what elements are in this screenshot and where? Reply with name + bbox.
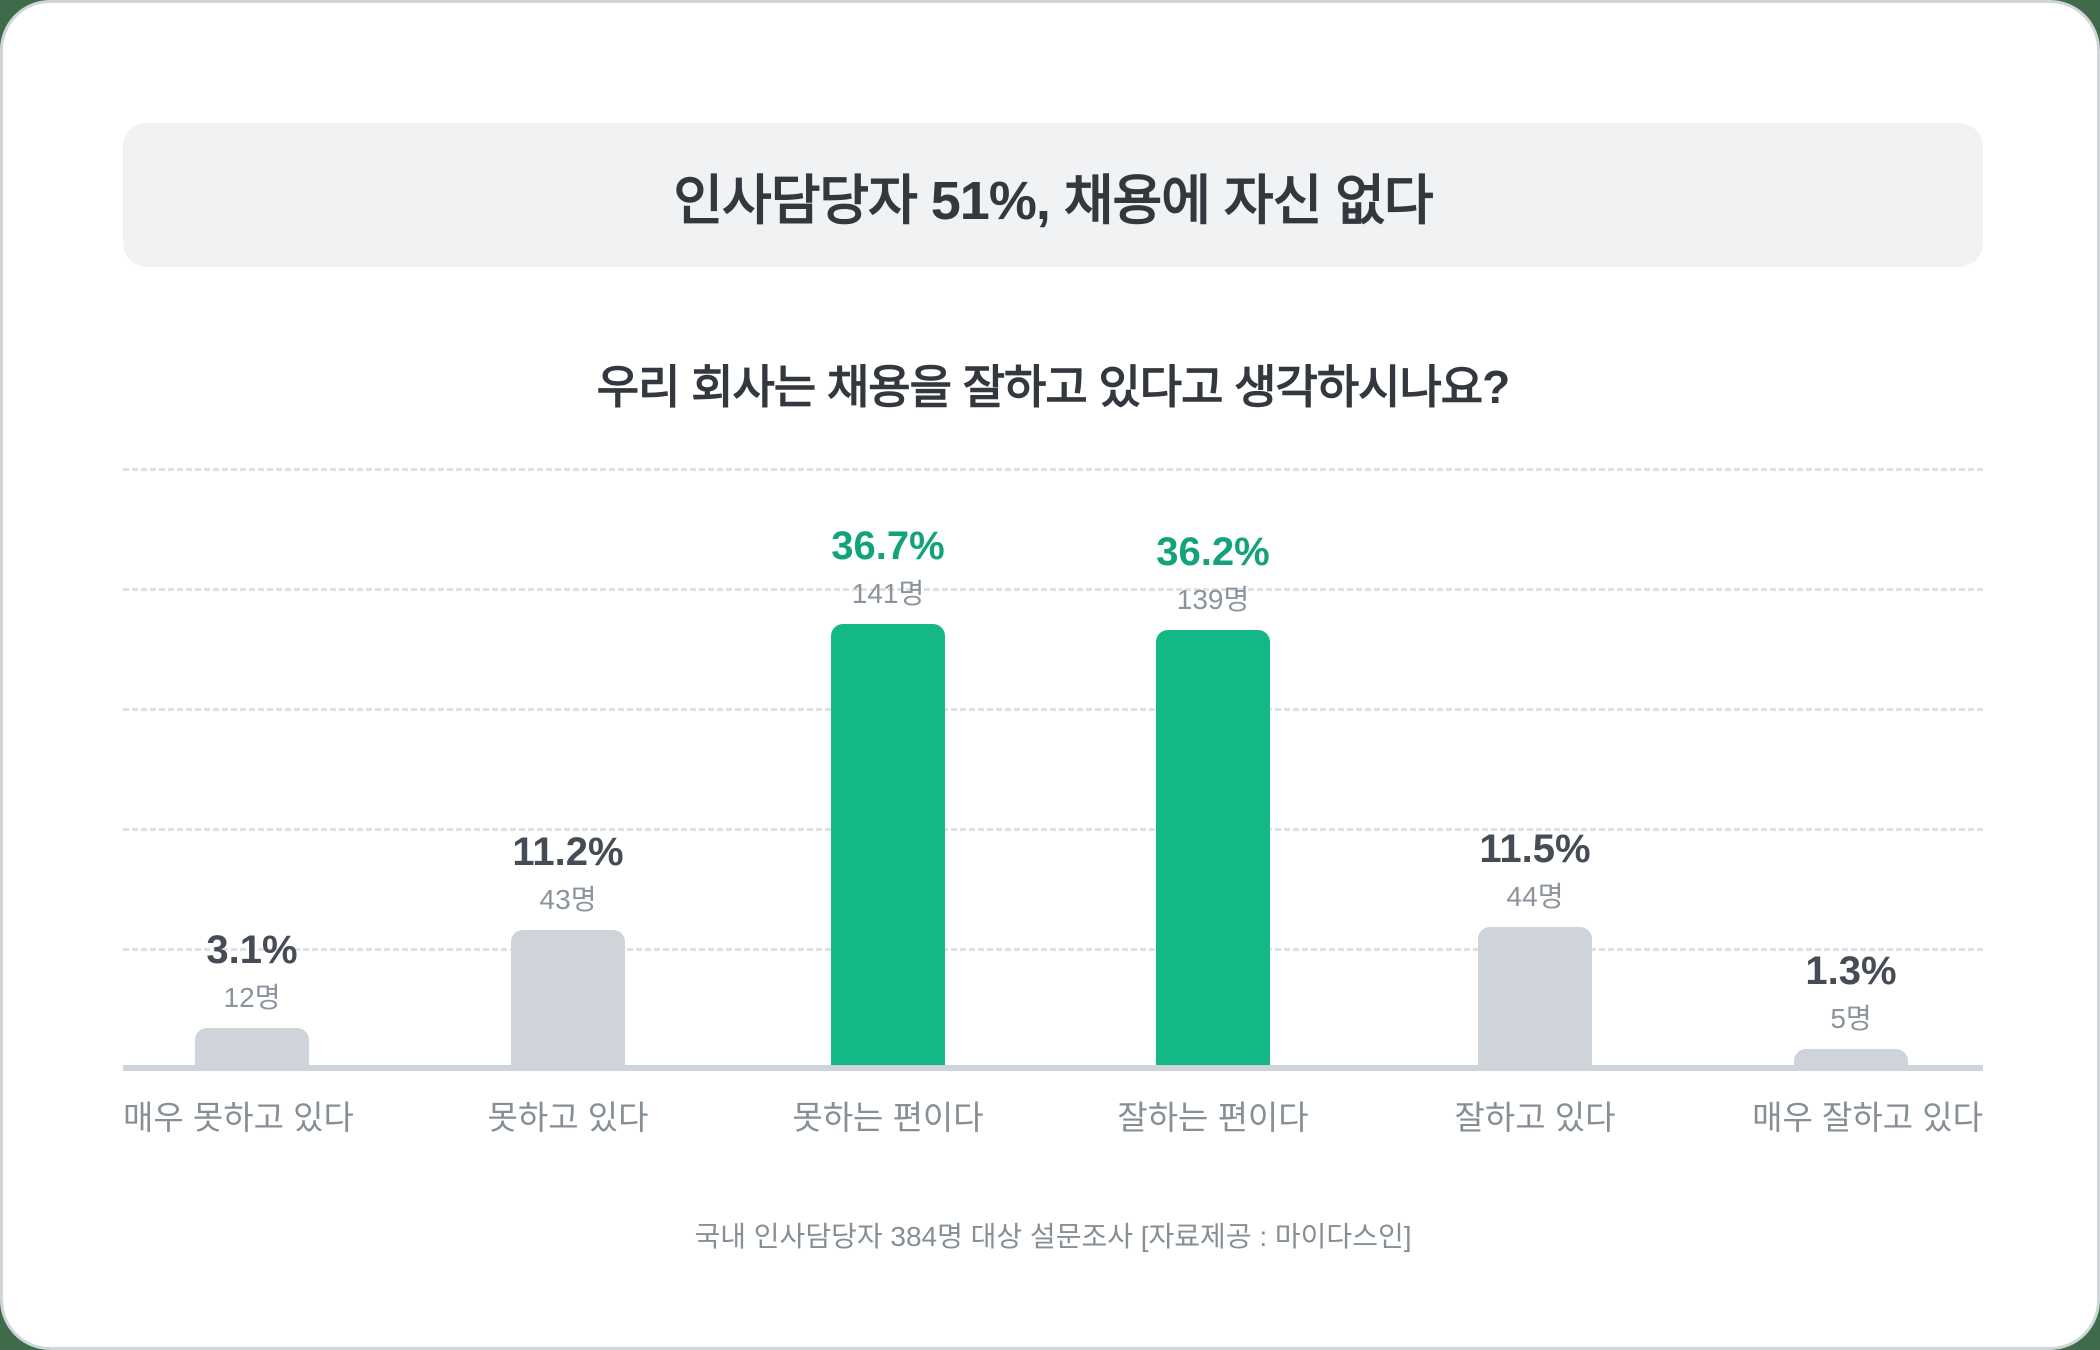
bar-percent-label: 36.2% <box>1156 530 1270 574</box>
bar-count-label: 141명 <box>851 578 925 609</box>
gridline <box>123 708 1983 711</box>
x-axis-baseline <box>123 1065 1983 1071</box>
category-label: 못하는 편이다 <box>792 1099 984 1136</box>
bar-count-label: 44명 <box>1506 881 1564 912</box>
bar-percent-label: 11.5% <box>1479 827 1591 871</box>
gridline <box>123 948 1983 951</box>
page-title: 인사담당자 51%, 채용에 자신 없다 <box>673 170 1433 231</box>
bar-very-good <box>1794 1049 1908 1065</box>
gridline <box>123 588 1983 591</box>
bar-percent-label: 3.1% <box>206 928 298 972</box>
gridline <box>123 828 1983 831</box>
bar-poor <box>511 930 625 1065</box>
category-label: 매우 잘하고 있다 <box>1752 1099 1983 1136</box>
bar-somewhat-poor <box>831 624 945 1065</box>
category-label: 매우 못하고 있다 <box>123 1099 354 1136</box>
category-label: 못하고 있다 <box>487 1099 649 1136</box>
category-label: 잘하고 있다 <box>1454 1099 1616 1136</box>
bar-somewhat-good <box>1156 630 1270 1065</box>
bar-count-label: 139명 <box>1176 584 1250 615</box>
bar-percent-label: 36.7% <box>831 524 945 568</box>
bar-count-label: 5명 <box>1830 1003 1872 1034</box>
bar-percent-label: 11.2% <box>512 830 624 874</box>
bar-count-label: 12명 <box>223 982 281 1013</box>
bar-good <box>1478 927 1592 1065</box>
title-banner: 인사담당자 51%, 채용에 자신 없다 <box>123 123 1983 267</box>
bar-very-poor <box>195 1028 309 1065</box>
source-note: 국내 인사담당자 384명 대상 설문조사 [자료제공 : 마이다스인] <box>694 1221 1412 1252</box>
bar-chart: 3.1% 12명 11.2% 43명 36.7% 141명 36.2% 139명… <box>123 443 1983 1163</box>
bar-percent-label: 1.3% <box>1805 949 1897 993</box>
survey-question: 우리 회사는 채용을 잘하고 있다고 생각하시나요? <box>596 361 1510 413</box>
category-label: 잘하는 편이다 <box>1117 1099 1309 1136</box>
bar-count-label: 43명 <box>539 884 597 915</box>
gridline <box>123 468 1983 471</box>
